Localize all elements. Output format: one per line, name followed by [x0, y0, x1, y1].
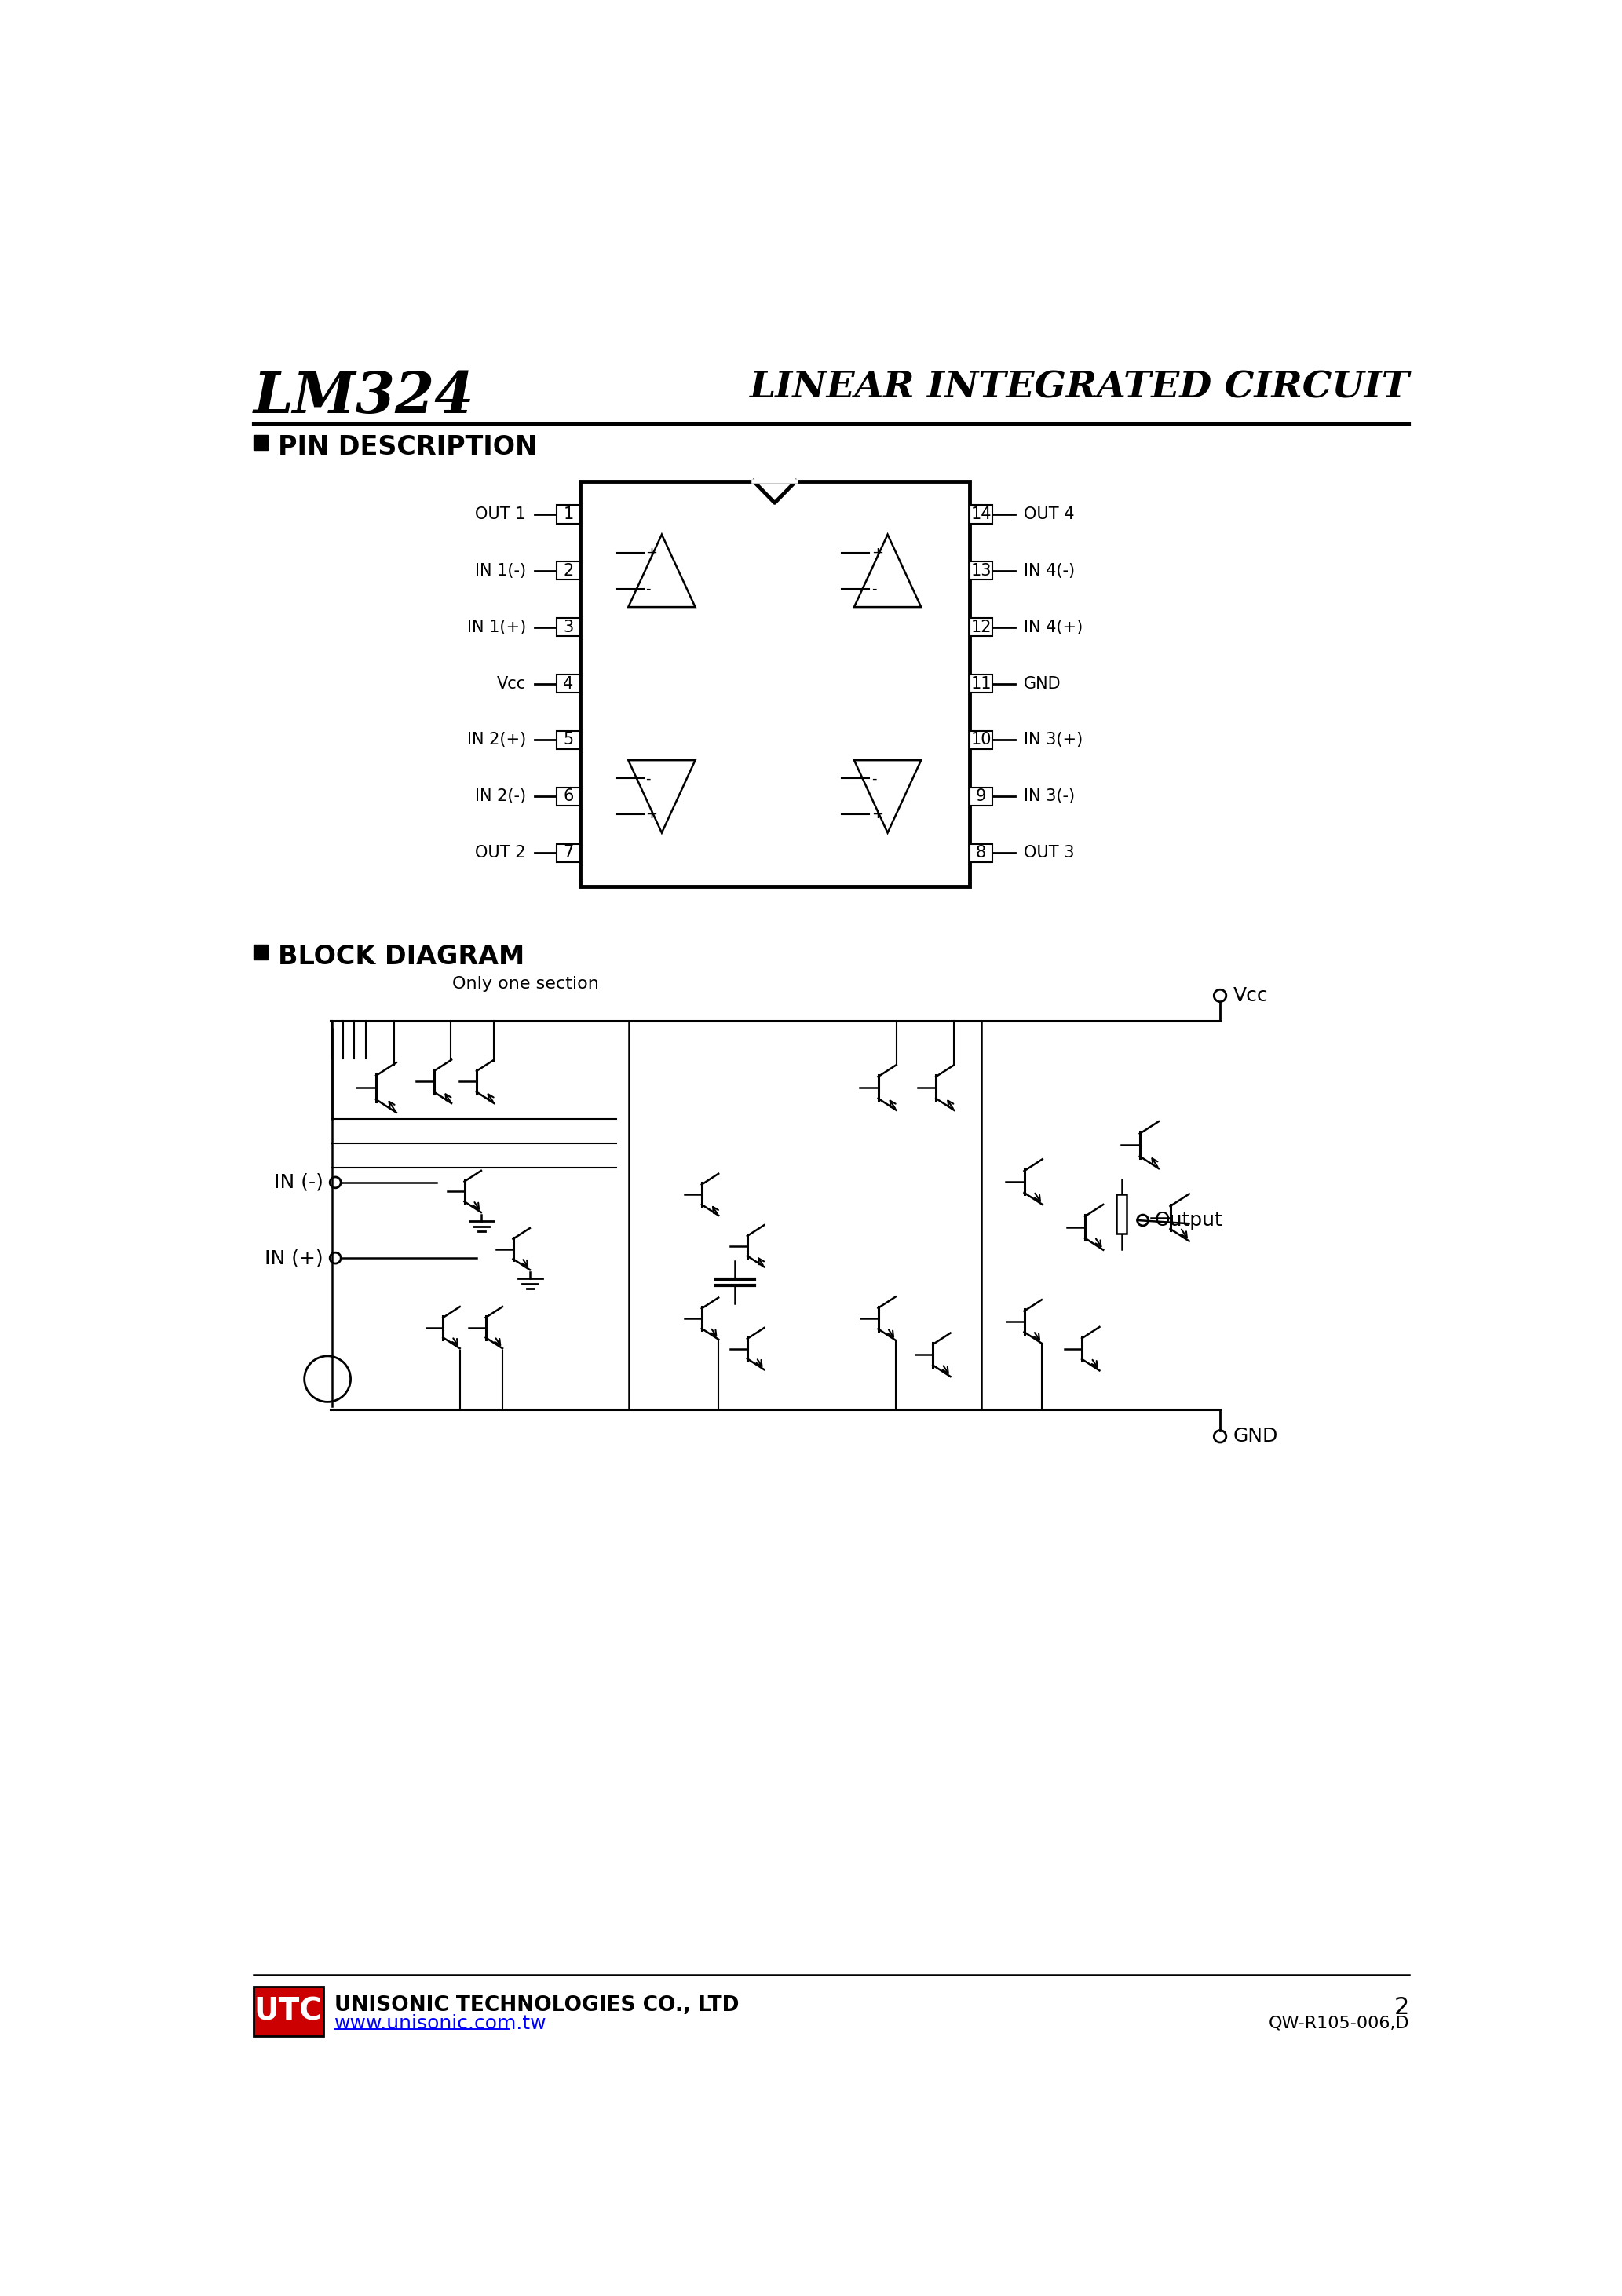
Text: 9: 9 [976, 788, 986, 804]
Bar [970, 845, 993, 861]
Text: QW-R105-006,D: QW-R105-006,D [1268, 2016, 1410, 2032]
Bar [970, 505, 993, 523]
Text: IN 2(-): IN 2(-) [475, 788, 526, 804]
Text: -: - [646, 581, 650, 597]
Text: PIN DESCRIPTION: PIN DESCRIPTION [277, 434, 537, 459]
Text: +: + [646, 808, 657, 822]
Polygon shape [628, 535, 696, 606]
Polygon shape [855, 760, 921, 833]
Text: 12: 12 [970, 620, 991, 636]
Bar [253, 946, 268, 960]
Text: +: + [646, 546, 657, 560]
Text: 2: 2 [563, 563, 574, 579]
Bar [556, 618, 581, 636]
Bar [253, 436, 268, 450]
Bar [970, 730, 993, 748]
Text: IN 1(-): IN 1(-) [475, 563, 526, 579]
Text: 14: 14 [970, 507, 991, 521]
Text: IN 1(+): IN 1(+) [467, 620, 526, 636]
Text: 5: 5 [563, 732, 574, 748]
Text: Vcc: Vcc [496, 675, 526, 691]
Text: OUT 2: OUT 2 [475, 845, 526, 861]
Text: 11: 11 [970, 675, 991, 691]
Text: 1: 1 [563, 507, 574, 521]
Text: GND: GND [1023, 675, 1061, 691]
Text: IN 4(+): IN 4(+) [1023, 620, 1082, 636]
Text: -: - [871, 771, 876, 785]
Text: IN 3(+): IN 3(+) [1023, 732, 1082, 748]
Text: -: - [871, 581, 876, 597]
Text: UNISONIC TECHNOLOGIES CO., LTD: UNISONIC TECHNOLOGIES CO., LTD [334, 1995, 740, 2016]
Text: 4: 4 [563, 675, 574, 691]
Bar [970, 563, 993, 581]
Text: Output: Output [1155, 1210, 1223, 1231]
Text: 6: 6 [563, 788, 574, 804]
Bar [556, 563, 581, 581]
Bar [970, 618, 993, 636]
Bar [556, 845, 581, 861]
Text: 7: 7 [563, 845, 574, 861]
Text: IN 4(-): IN 4(-) [1023, 563, 1075, 579]
Text: LINEAR INTEGRATED CIRCUIT: LINEAR INTEGRATED CIRCUIT [749, 370, 1410, 406]
Text: 13: 13 [970, 563, 991, 579]
Text: Only one section: Only one section [453, 976, 599, 992]
Polygon shape [855, 535, 921, 606]
Bar [970, 675, 993, 693]
Text: +: + [871, 808, 882, 822]
Bar [581, 482, 970, 886]
Bar [1116, 1194, 1127, 1233]
Text: IN (-): IN (-) [274, 1173, 323, 1192]
Polygon shape [628, 760, 696, 833]
Bar [556, 788, 581, 806]
Text: -: - [646, 771, 650, 785]
Bar [253, 1986, 323, 2037]
Text: UTC: UTC [255, 1998, 323, 2027]
Text: +: + [871, 546, 882, 560]
Text: 2: 2 [1393, 1995, 1410, 2018]
Text: LM324: LM324 [253, 370, 474, 425]
Text: 8: 8 [976, 845, 986, 861]
Text: IN 3(-): IN 3(-) [1023, 788, 1075, 804]
Bar [970, 788, 993, 806]
Text: OUT 1: OUT 1 [475, 507, 526, 521]
Text: 3: 3 [563, 620, 574, 636]
Text: 10: 10 [970, 732, 991, 748]
Text: OUT 3: OUT 3 [1023, 845, 1074, 861]
Text: www.unisonic.com.tw: www.unisonic.com.tw [334, 2014, 547, 2034]
Bar [556, 505, 581, 523]
Bar [556, 675, 581, 693]
Text: Vcc: Vcc [1233, 987, 1268, 1006]
Text: BLOCK DIAGRAM: BLOCK DIAGRAM [277, 944, 524, 969]
Bar [556, 730, 581, 748]
Text: IN (+): IN (+) [264, 1249, 323, 1267]
Text: GND: GND [1233, 1428, 1278, 1446]
Text: IN 2(+): IN 2(+) [467, 732, 526, 748]
Text: OUT 4: OUT 4 [1023, 507, 1074, 521]
